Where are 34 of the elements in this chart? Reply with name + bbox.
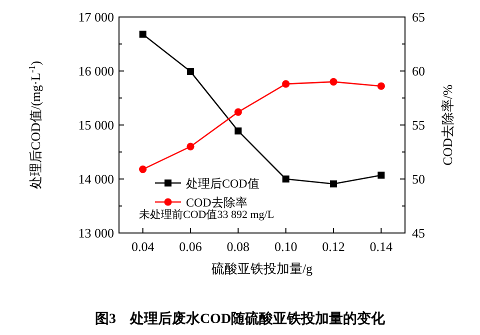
y-tick-label: 14 000: [78, 172, 114, 186]
x-tick-label: 0.10: [274, 239, 298, 254]
text: 图3 处理后废水COD随硫酸亚铁投加量的变化: [94, 310, 386, 327]
y2-tick-label: 60: [412, 64, 425, 78]
point: [377, 82, 385, 90]
point: [139, 165, 147, 174]
y-tick-label: 16 000: [78, 64, 114, 78]
y2-tick-label: 65: [412, 10, 425, 24]
x-axis-title: 硫酸亚铁投加量/g: [211, 261, 314, 276]
point: [330, 78, 338, 86]
y2-tick-label: 50: [412, 172, 425, 186]
y2-tick-label: 45: [412, 226, 425, 240]
legend-label: 处理后COD值: [186, 176, 260, 190]
point: [282, 80, 290, 88]
point: [378, 172, 385, 179]
y2-tick-label: 55: [412, 118, 425, 132]
point: [234, 127, 242, 134]
point: [234, 108, 242, 116]
legend-label: COD去除率: [186, 196, 248, 210]
x-tick-label: 0.12: [322, 239, 345, 254]
y-tick-label: 13 000: [78, 226, 114, 240]
y2-axis-title: COD去除率/%: [440, 84, 455, 166]
point: [187, 68, 194, 76]
point: [186, 142, 194, 150]
annotation: 未处理前COD值33 892 mg/L: [139, 208, 274, 221]
point: [282, 176, 290, 182]
point: [330, 180, 337, 188]
x-tick-label: 0.06: [179, 239, 202, 254]
x-tick-label: 0.04: [131, 239, 155, 254]
x-tick-label: 0.08: [226, 239, 250, 254]
x-tick-label: 0.14: [370, 239, 394, 254]
point: [139, 30, 146, 38]
y-tick-label: 15 000: [78, 118, 114, 132]
y-tick-label: 17 000: [78, 10, 114, 24]
